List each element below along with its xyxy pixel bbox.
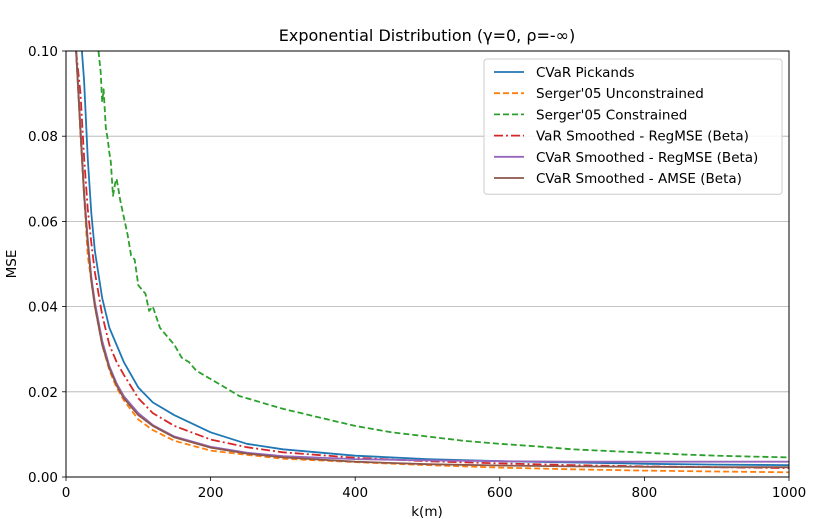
- y-tick-label: 0.02: [28, 385, 58, 401]
- series-line-4: [75, 51, 789, 469]
- y-axis: 0.00 0.02 0.04 0.06 0.08 0.10: [28, 44, 66, 486]
- x-tick-label: 400: [342, 485, 368, 501]
- legend-label: CVaR Pickands: [536, 65, 635, 81]
- legend-label: Serger'05 Unconstrained: [536, 86, 704, 102]
- legend-label: Serger'05 Constrained: [536, 107, 687, 123]
- legend-label: CVaR Smoothed - RegMSE (Beta): [536, 150, 758, 166]
- x-axis-label: k(m): [411, 504, 443, 519]
- series-line-6: [75, 51, 789, 469]
- series-line-3: [97, 51, 789, 459]
- series-layer: [75, 51, 789, 474]
- y-axis-label: MSE: [4, 250, 20, 279]
- x-tick-label: 1000: [772, 485, 806, 501]
- legend-label: VaR Smoothed - RegMSE (Beta): [536, 129, 749, 145]
- y-tick-label: 0.06: [28, 214, 58, 230]
- legend: CVaR Pickands Serger'05 Unconstrained Serg…: [483, 58, 783, 195]
- y-tick-label: 0.04: [28, 300, 58, 316]
- chart-title: Exponential Distribution (γ=0, ρ=-∞): [279, 26, 576, 45]
- legend-box: [483, 58, 783, 195]
- series-line-2: [75, 51, 789, 474]
- y-tick-label: 0.10: [28, 44, 58, 60]
- x-axis: 0 200 400 600 800 1000: [62, 477, 806, 501]
- y-tick-label: 0.00: [28, 470, 58, 486]
- x-tick-label: 0: [62, 485, 71, 501]
- legend-label: CVaR Smoothed - AMSE (Beta): [536, 171, 742, 187]
- x-tick-label: 800: [632, 485, 658, 501]
- x-tick-label: 200: [198, 485, 224, 501]
- y-tick-label: 0.08: [28, 129, 58, 145]
- x-tick-label: 600: [487, 485, 513, 501]
- plot-frame: [65, 50, 790, 478]
